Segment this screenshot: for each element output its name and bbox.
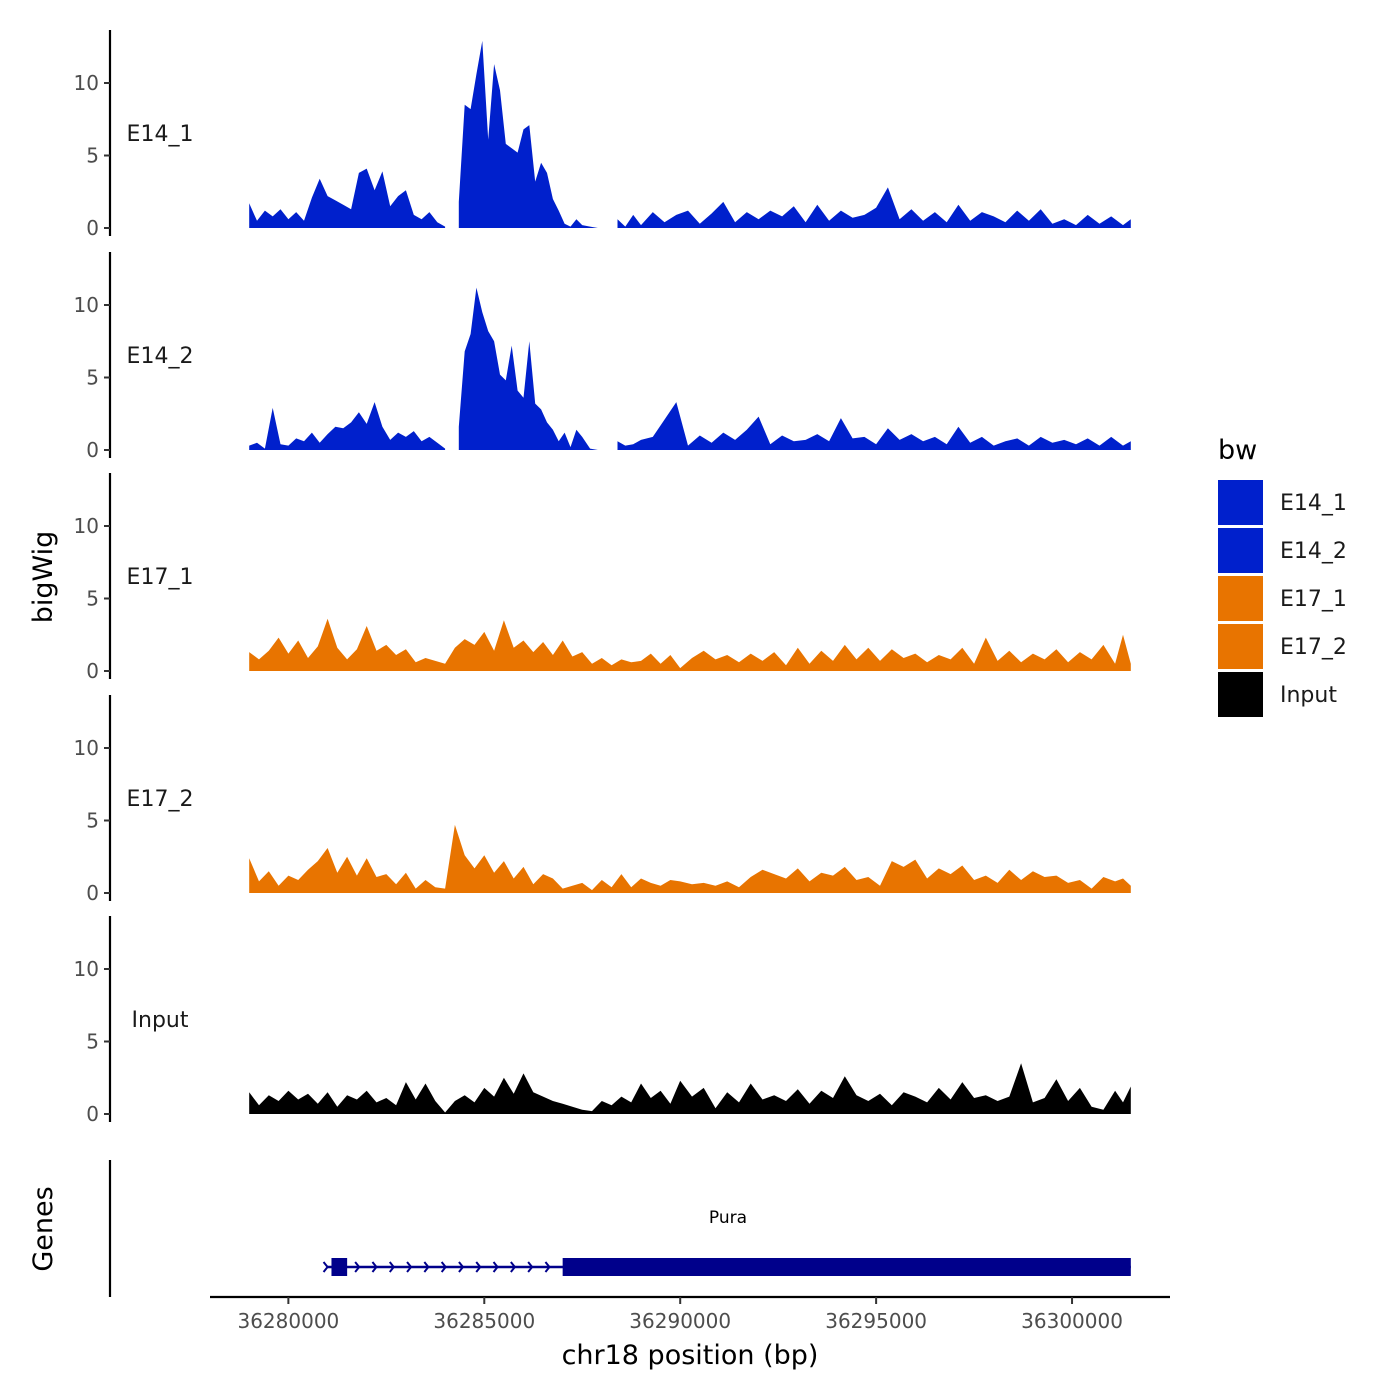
legend-label: Input xyxy=(1280,683,1337,708)
strand-chevron xyxy=(527,1261,534,1273)
gene-exon xyxy=(562,1258,1131,1276)
track-Input: 0 5 10 Input xyxy=(74,916,1131,1126)
legend-swatch xyxy=(1218,576,1263,621)
y-tick-label: 5 xyxy=(86,587,99,611)
strand-chevron xyxy=(458,1261,465,1273)
track-E17_2: 0 5 10 E17_2 xyxy=(74,695,1131,905)
area-E14_2 xyxy=(458,287,598,450)
legend-entry-E14_1: E14_1 xyxy=(1218,480,1347,525)
strand-chevron xyxy=(354,1261,361,1273)
legend-swatch xyxy=(1218,528,1263,573)
strand-chevron xyxy=(406,1261,413,1273)
track-label-E17_1: E17_1 xyxy=(127,565,194,590)
y-tick-label: 5 xyxy=(86,809,99,833)
track-label-E14_2: E14_2 xyxy=(127,344,194,369)
strand-chevron xyxy=(423,1261,430,1273)
x-tick-label: 36280000 xyxy=(237,1309,339,1333)
legend-title: bw xyxy=(1218,435,1257,466)
axis-layer: bigWig Genes chr18 position (bp) 3628000… xyxy=(28,531,1170,1371)
strand-chevron xyxy=(544,1261,551,1273)
y-tick-label: 0 xyxy=(86,216,99,240)
gene-exon xyxy=(331,1258,348,1276)
track-label-E17_2: E17_2 xyxy=(127,787,194,812)
x-tick-label: 36285000 xyxy=(433,1309,535,1333)
track-label-Input: Input xyxy=(132,1008,189,1033)
legend-label: E17_2 xyxy=(1280,635,1347,660)
legend-swatch xyxy=(1218,480,1263,525)
legend: bw E14_1 E14_2 E17_1 E17_2 Input xyxy=(1218,435,1347,717)
legend-swatch xyxy=(1218,624,1263,669)
y-tick-label: 0 xyxy=(86,659,99,683)
y-tick-label: 10 xyxy=(74,71,99,95)
y-tick-label: 10 xyxy=(74,736,99,760)
y-tick-label: 5 xyxy=(86,144,99,168)
strand-chevron xyxy=(322,1261,329,1273)
area-E14_2 xyxy=(617,402,1131,450)
y-tick-label: 0 xyxy=(86,438,99,462)
area-E14_2 xyxy=(249,402,446,450)
area-E17_1 xyxy=(249,618,1131,671)
track-layer: 0 5 10 E14_1 0 5 10 E14_2 0 5 10 E17_1 0 5 10 E17_2 0 5 10… xyxy=(74,30,1131,1126)
strand-chevron xyxy=(371,1261,378,1273)
track-E17_1: 0 5 10 E17_1 xyxy=(74,473,1131,683)
x-axis-title: chr18 position (bp) xyxy=(562,1340,819,1371)
strand-chevron xyxy=(510,1261,517,1273)
gene-track: Pura xyxy=(108,1160,1131,1297)
genes-axis-title: Genes xyxy=(28,1186,59,1271)
gene-Pura: Pura xyxy=(322,1208,1131,1276)
strand-chevron xyxy=(440,1261,447,1273)
strand-chevron xyxy=(475,1261,482,1273)
legend-swatch xyxy=(1218,672,1263,717)
y-tick-label: 10 xyxy=(74,514,99,538)
y-tick-label: 0 xyxy=(86,1102,99,1126)
x-tick-label: 36290000 xyxy=(629,1309,731,1333)
x-tick-label: 36295000 xyxy=(825,1309,927,1333)
strand-chevron xyxy=(492,1261,499,1273)
area-E17_2 xyxy=(249,824,1131,893)
legend-entry-E14_2: E14_2 xyxy=(1218,528,1347,573)
legend-entry-Input: Input xyxy=(1218,672,1337,717)
x-tick-label: 36300000 xyxy=(1021,1309,1123,1333)
y-tick-label: 10 xyxy=(74,293,99,317)
area-Input xyxy=(249,1063,1131,1114)
legend-label: E17_1 xyxy=(1280,587,1347,612)
track-label-E14_1: E14_1 xyxy=(127,122,194,147)
strand-chevron xyxy=(388,1261,396,1273)
y-tick-label: 5 xyxy=(86,366,99,390)
area-E14_1 xyxy=(249,168,446,228)
legend-entry-E17_2: E17_2 xyxy=(1218,624,1347,669)
y-tick-label: 10 xyxy=(74,957,99,981)
gene-label-Pura: Pura xyxy=(709,1208,747,1228)
track-E14_2: 0 5 10 E14_2 xyxy=(74,252,1131,462)
area-E14_1 xyxy=(458,40,598,229)
y-axis-title: bigWig xyxy=(28,531,59,624)
area-E14_1 xyxy=(617,187,1131,228)
track-E14_1: 0 5 10 E14_1 xyxy=(74,30,1131,240)
legend-entry-E17_1: E17_1 xyxy=(1218,576,1347,621)
legend-label: E14_1 xyxy=(1280,491,1347,516)
y-tick-label: 0 xyxy=(86,881,99,905)
legend-label: E14_2 xyxy=(1280,539,1347,564)
y-tick-label: 5 xyxy=(86,1030,99,1054)
